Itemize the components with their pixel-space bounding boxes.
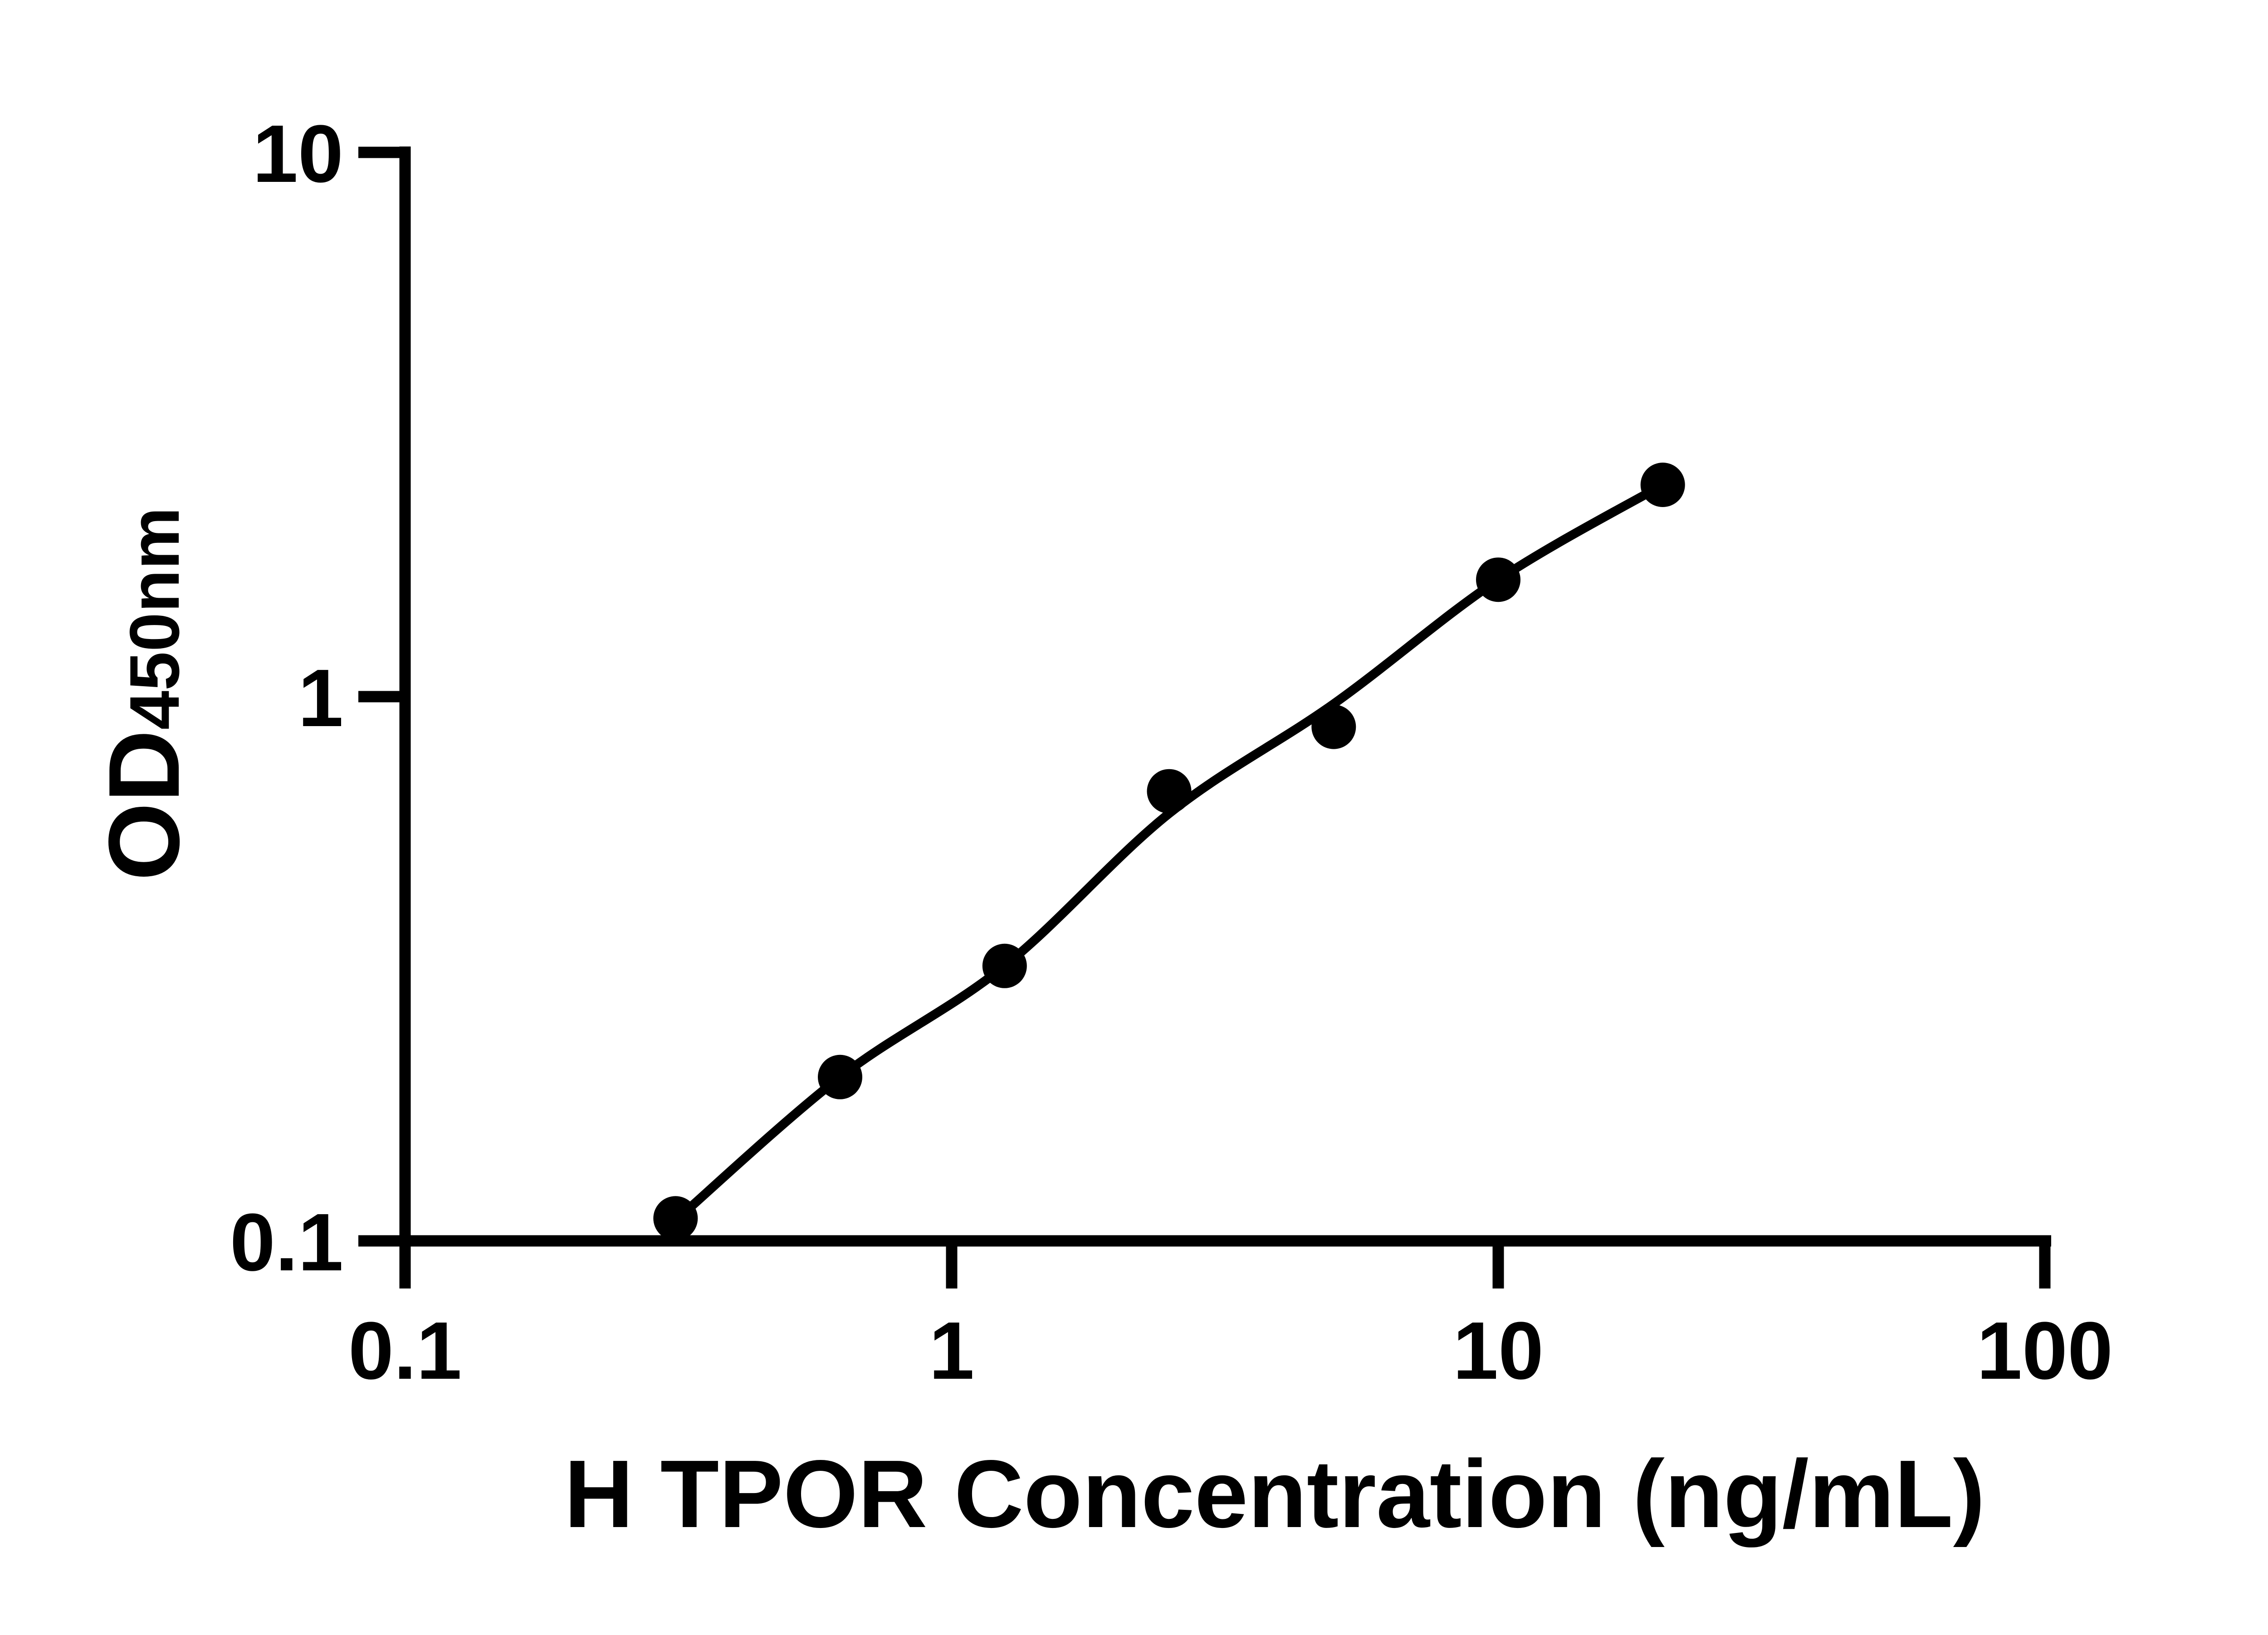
data-point-series bbox=[653, 463, 1685, 1241]
y-axis-title-subscript: 450nm bbox=[115, 507, 194, 730]
x-tick-label: 100 bbox=[1977, 1305, 2113, 1396]
x-tick-label: 0.1 bbox=[348, 1305, 462, 1396]
x-tick-label: 10 bbox=[1453, 1305, 1544, 1396]
x-tick-marks bbox=[399, 1241, 2051, 1288]
y-tick-marks bbox=[358, 146, 408, 1247]
data-point bbox=[653, 1196, 698, 1241]
data-point bbox=[1311, 704, 1356, 749]
data-point bbox=[1640, 463, 1685, 507]
y-axis-title: OD450nm bbox=[88, 507, 200, 881]
data-point bbox=[1147, 769, 1192, 814]
x-axis-title: H TPOR Concentration (ng/mL) bbox=[564, 1440, 1985, 1547]
data-point bbox=[818, 1054, 862, 1099]
y-tick-label: 10 bbox=[253, 108, 343, 200]
x-tick-label: 1 bbox=[929, 1305, 974, 1396]
data-point bbox=[982, 943, 1027, 988]
y-tick-label: 0.1 bbox=[230, 1197, 343, 1288]
y-axis-title-main: OD bbox=[88, 730, 200, 881]
data-point bbox=[1476, 557, 1520, 602]
y-tick-labels: 0.1 1 10 bbox=[230, 108, 343, 1288]
x-tick-labels: 0.1 1 10 100 bbox=[348, 1305, 2113, 1396]
y-tick-label: 1 bbox=[298, 653, 343, 744]
